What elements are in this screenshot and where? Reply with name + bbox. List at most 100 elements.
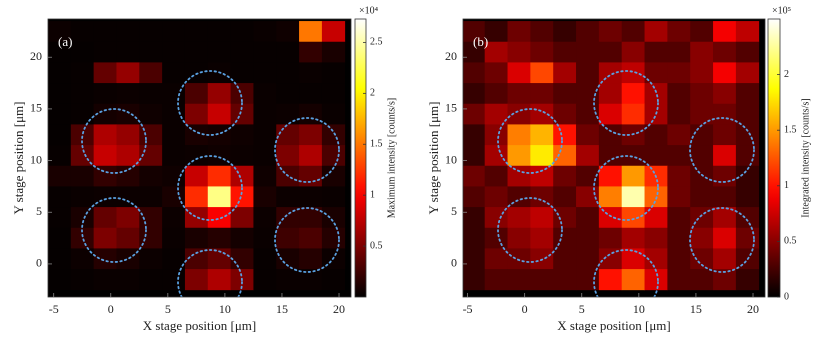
heat-cell <box>507 269 531 291</box>
heat-cell <box>299 165 323 187</box>
heat-cell <box>207 21 231 43</box>
heat-cell <box>667 165 691 187</box>
heat-cell <box>576 103 600 125</box>
heat-cell <box>139 124 163 146</box>
heat-cell <box>184 186 209 208</box>
heat-cell <box>162 145 186 167</box>
x-axis-label: X stage position [μm] <box>557 318 670 333</box>
heat-cell <box>621 165 645 187</box>
heat-cell <box>484 103 508 125</box>
heat-cell <box>463 145 486 167</box>
heat-cell <box>276 145 300 167</box>
heat-cell <box>667 207 691 229</box>
heat-cell <box>70 124 95 146</box>
y-tick-label: 15 <box>445 101 457 115</box>
heat-cell <box>463 227 486 249</box>
heat-cell <box>230 21 254 43</box>
heat-cell <box>116 41 140 63</box>
heat-cell <box>321 21 346 43</box>
heat-cell <box>116 124 140 146</box>
heat-cell <box>184 83 209 105</box>
heat-cell <box>713 269 737 291</box>
heat-cell <box>116 207 140 229</box>
ring <box>81 108 147 174</box>
heat-cell <box>667 83 691 105</box>
heat-cell <box>507 207 531 229</box>
ring <box>497 108 563 174</box>
heat-cell <box>276 248 300 270</box>
heat-cell <box>139 227 163 249</box>
heat-cell <box>162 103 186 125</box>
y-tick-label: 5 <box>36 204 42 218</box>
heat-cell <box>484 41 508 63</box>
heat-cell <box>48 41 72 63</box>
heat-cell <box>299 269 323 291</box>
heat-cell <box>667 145 691 167</box>
heat-cell <box>735 21 760 43</box>
heat-cell <box>735 124 760 146</box>
heat-cell <box>644 248 668 270</box>
heat-cell <box>70 248 95 270</box>
heat-cell <box>507 103 531 125</box>
heat-cell <box>139 165 163 187</box>
heat-cell <box>93 41 117 63</box>
heat-cell <box>598 145 623 167</box>
heat-cell <box>139 269 163 291</box>
heat-cell <box>321 207 346 229</box>
heat-cell <box>690 165 714 187</box>
heat-cell <box>507 145 531 167</box>
heat-cell <box>230 145 254 167</box>
heat-cell <box>162 227 186 249</box>
ring <box>177 249 243 297</box>
heat-cell <box>713 248 737 270</box>
heat-cell <box>207 145 231 167</box>
x-tick-label: 0 <box>108 302 114 316</box>
heat-cell <box>576 248 600 270</box>
heat-cell <box>276 207 300 229</box>
heat-cell <box>621 248 645 270</box>
heat-cell <box>553 83 577 105</box>
ring <box>593 155 659 221</box>
colorbar-tick-label: 2 <box>370 88 375 99</box>
heat-cell <box>253 227 277 249</box>
heat-cell <box>253 103 277 125</box>
heat-cell <box>553 145 577 167</box>
heat-cell <box>253 21 277 43</box>
heat-cell <box>184 227 209 249</box>
heat-cell <box>576 145 600 167</box>
heat-cell <box>70 83 95 105</box>
heat-cell <box>321 103 346 125</box>
heat-cell <box>667 103 691 125</box>
heat-cell <box>667 62 691 84</box>
heat-cell <box>253 124 277 146</box>
heat-cell <box>230 103 254 125</box>
heat-cell <box>507 21 531 43</box>
heat-cell <box>299 83 323 105</box>
heat-cell <box>484 165 508 187</box>
colorbar-tick-label: 0.5 <box>784 236 797 247</box>
heat-cell <box>463 83 486 105</box>
heat-cell <box>621 269 645 291</box>
heat-cell <box>162 83 186 105</box>
heat-cell <box>484 145 508 167</box>
heat-cell <box>553 207 577 229</box>
heat-cell <box>576 41 600 63</box>
y-tick-label: 15 <box>30 101 42 115</box>
heat-cell <box>299 124 323 146</box>
heat-cell <box>321 41 346 63</box>
heat-cell <box>553 21 577 43</box>
heat-cell <box>48 207 72 229</box>
heat-cell <box>93 165 117 187</box>
y-tick-label: 0 <box>451 256 457 270</box>
x-tick-label: 10 <box>633 302 645 316</box>
heat-cell <box>598 186 623 208</box>
panel-label: (b) <box>473 34 488 49</box>
x-tick-label: 15 <box>276 302 288 316</box>
heat-cell <box>230 165 254 187</box>
heat-cell <box>598 62 623 84</box>
heat-cell <box>484 21 508 43</box>
heat-cell <box>530 227 554 249</box>
heat-cell <box>576 21 600 43</box>
heat-cell <box>644 269 668 291</box>
heat-cell <box>184 248 209 270</box>
